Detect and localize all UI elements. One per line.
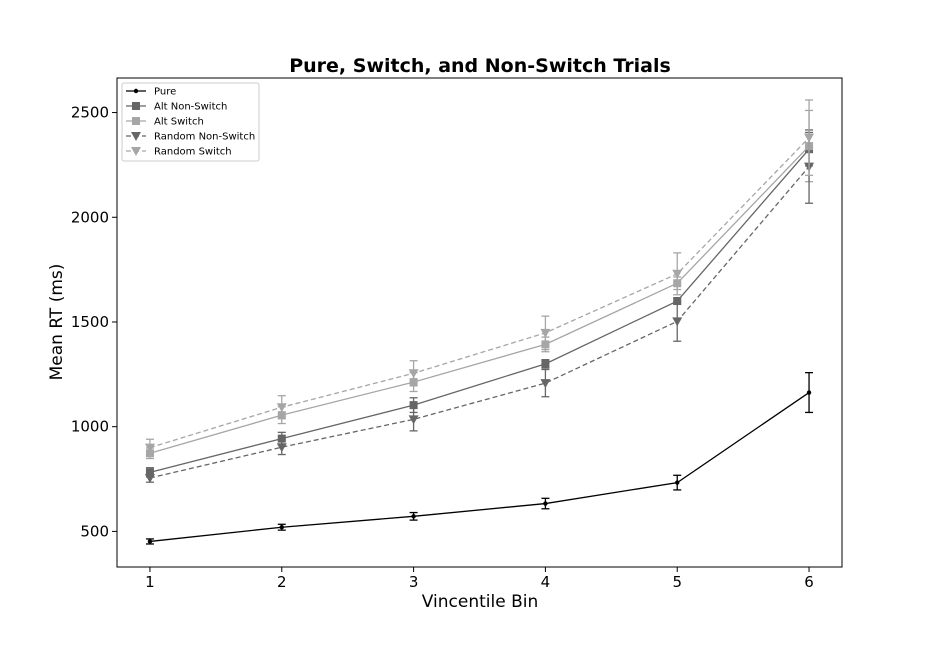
plot-frame	[116, 77, 843, 568]
y-axis: 500 1000 1500 2000 2500	[71, 104, 117, 540]
x-tick-label: 2	[277, 573, 287, 591]
legend-marker	[132, 102, 140, 110]
series-line	[149, 137, 810, 449]
data-point	[276, 443, 287, 453]
plot-area	[116, 77, 843, 568]
data-point	[543, 501, 548, 506]
y-tick-label: 500	[80, 522, 109, 540]
legend-label: Random Non-Switch	[154, 132, 255, 143]
legend-marker	[131, 132, 141, 141]
series-line	[149, 145, 810, 454]
data-point	[279, 525, 284, 530]
data-point	[144, 473, 155, 483]
data-point	[409, 401, 418, 410]
y-tick-label: 2500	[71, 104, 109, 122]
data-point	[411, 514, 416, 519]
legend: Pure Alt Non-Switch Alt Switch Random Non-S…	[121, 82, 260, 162]
series-line	[149, 166, 810, 479]
data-point	[145, 468, 154, 477]
series-alt-switch	[145, 109, 814, 460]
legend-marker	[132, 117, 140, 125]
series-line	[149, 392, 810, 543]
data-point	[541, 359, 550, 368]
x-axis-label: Vincentile Bin	[422, 592, 538, 612]
series-pure	[145, 372, 814, 545]
legend-entry: Random Non-Switch	[126, 132, 255, 143]
data-point	[408, 369, 419, 379]
legend-label: Random Switch	[154, 147, 232, 158]
legend-label: Alt Non-Switch	[154, 102, 227, 113]
chart-title: Pure, Switch, and Non-Switch Trials	[289, 55, 671, 77]
data-point	[675, 480, 680, 485]
legend-entry: Alt Non-Switch	[126, 102, 227, 113]
data-point	[540, 328, 551, 338]
legend-label: Pure	[154, 87, 176, 98]
legend-entry: Random Switch	[126, 147, 232, 158]
series-random-non-switch	[144, 129, 815, 483]
y-axis-label: Mean RT (ms)	[47, 264, 67, 381]
x-tick-label: 5	[672, 573, 682, 591]
y-tick-label: 1500	[71, 313, 109, 331]
data-point	[408, 415, 419, 425]
x-axis: 1 2 3 4 5 6	[145, 567, 814, 591]
x-tick-label: 1	[145, 573, 155, 591]
legend-marker	[131, 147, 141, 156]
legend-marker	[133, 88, 139, 94]
data-point	[806, 390, 812, 395]
data-point	[144, 443, 155, 453]
y-tick-label: 2000	[71, 208, 109, 226]
data-point	[540, 379, 551, 389]
y-tick-label: 1000	[71, 418, 109, 436]
data-point	[147, 539, 153, 544]
legend-entry: Alt Switch	[126, 117, 204, 128]
data-point	[276, 403, 287, 413]
data-point	[804, 133, 815, 143]
x-tick-label: 4	[541, 573, 551, 591]
series-line	[149, 148, 810, 473]
legend-label: Alt Switch	[154, 117, 204, 128]
data-point	[672, 317, 683, 327]
series-random-switch	[144, 99, 815, 457]
legend-entry: Pure	[126, 87, 176, 98]
data-point	[672, 269, 683, 279]
data-point	[277, 434, 286, 443]
x-tick-label: 6	[804, 573, 814, 591]
x-tick-label: 3	[409, 573, 419, 591]
legend-box	[121, 82, 260, 162]
